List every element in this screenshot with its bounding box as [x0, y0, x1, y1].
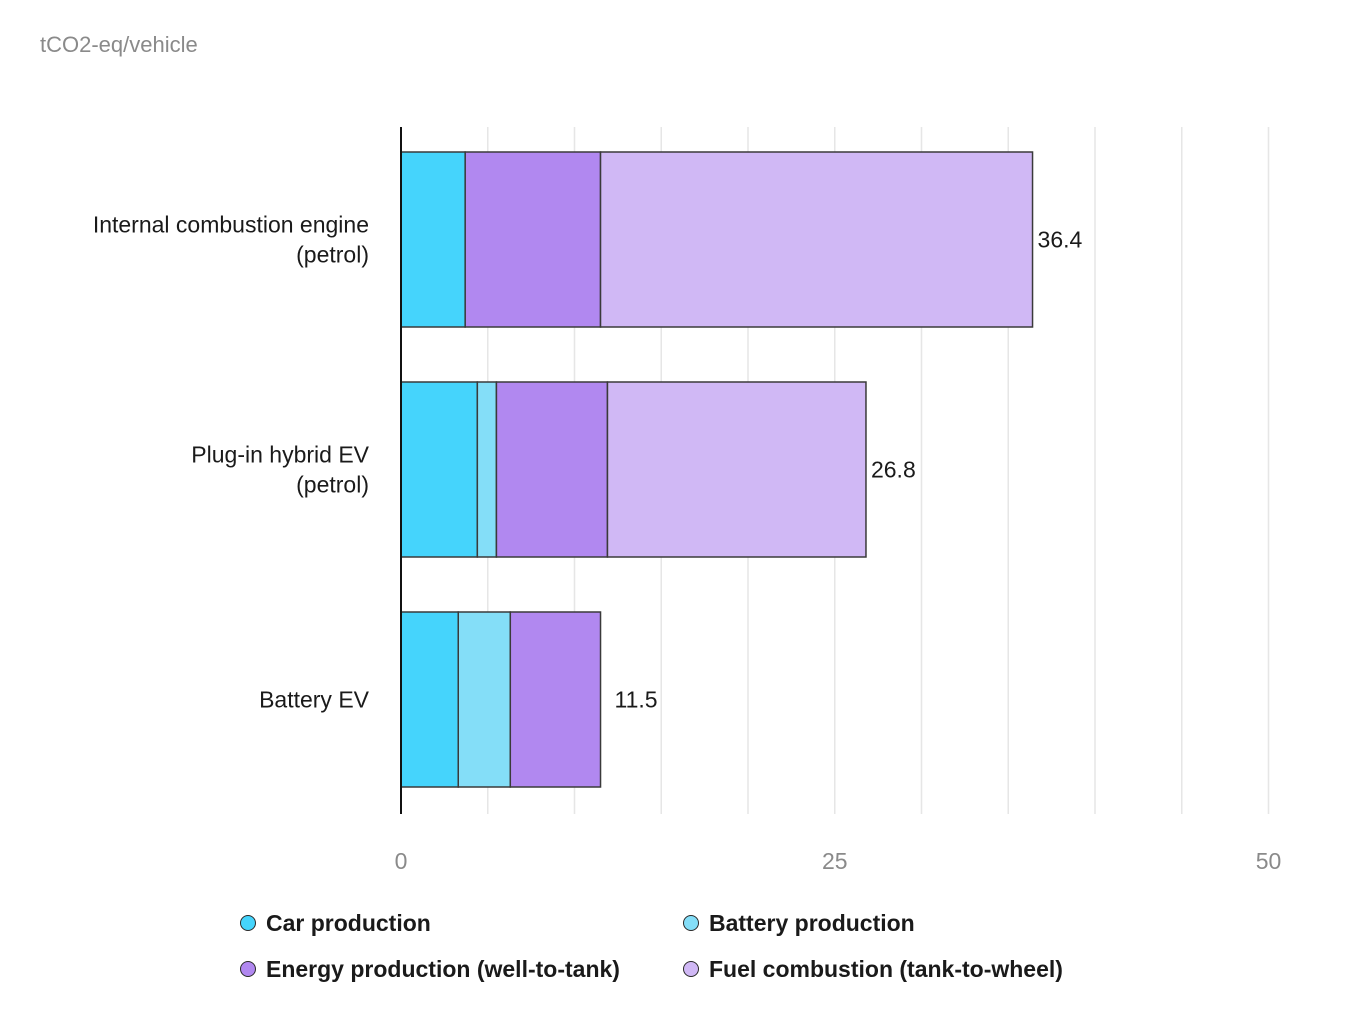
- bar-segment: [509, 611, 602, 788]
- legend-item: Car production: [240, 908, 683, 938]
- category-label: (petrol): [296, 242, 369, 268]
- bars: [400, 151, 1034, 788]
- legend-swatch: [240, 961, 256, 977]
- legend-swatch: [240, 915, 256, 931]
- bar-segment: [457, 611, 512, 788]
- x-tick-label: 50: [1256, 848, 1282, 874]
- unit-label: tCO2-eq/vehicle: [40, 32, 198, 57]
- legend-swatch: [683, 961, 699, 977]
- labels: Internal combustion engine (petrol) 36.4 Pl…: [93, 212, 1281, 875]
- legend-label: Energy production (well-to-tank): [266, 955, 620, 982]
- total-value-label: 36.4: [1038, 227, 1083, 253]
- bar-segment: [606, 381, 867, 558]
- legend-swatch: [683, 915, 699, 931]
- legend-item: Battery production: [683, 908, 1140, 938]
- legend-label: Battery production: [709, 909, 915, 936]
- category-label: Internal combustion engine: [93, 212, 369, 238]
- x-tick-label: 0: [395, 848, 408, 874]
- legend: Car production Battery production Energy p…: [240, 908, 1140, 984]
- bar-segment: [476, 381, 498, 558]
- bar-segment: [400, 381, 479, 558]
- category-label: Battery EV: [259, 687, 370, 713]
- bar-segment: [400, 611, 460, 788]
- total-value-label: 26.8: [871, 457, 916, 483]
- total-value-label: 11.5: [615, 687, 658, 713]
- bar-segment: [495, 381, 609, 558]
- bar-segment: [464, 151, 602, 328]
- bar-chart: Internal combustion engine (petrol) 36.4 Pl…: [93, 127, 1281, 875]
- legend-item: Fuel combustion (tank-to-wheel): [683, 954, 1140, 984]
- bar-segment: [400, 151, 466, 328]
- legend-item: Energy production (well-to-tank): [240, 954, 683, 984]
- category-label: Plug-in hybrid EV: [191, 442, 369, 468]
- category-label: (petrol): [296, 472, 369, 498]
- x-tick-label: 25: [822, 848, 848, 874]
- legend-label: Fuel combustion (tank-to-wheel): [709, 955, 1063, 982]
- legend-label: Car production: [266, 909, 431, 936]
- bar-segment: [599, 151, 1034, 328]
